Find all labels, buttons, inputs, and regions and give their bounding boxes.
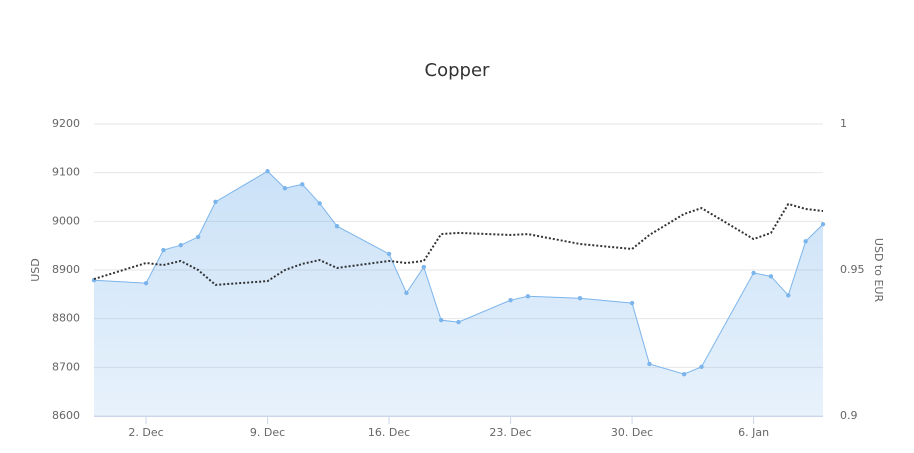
point-marker	[386, 251, 392, 257]
point-marker	[508, 297, 513, 303]
y-axis-label: USD	[29, 258, 42, 282]
y-tick-label: 9000	[52, 214, 80, 227]
point-marker	[300, 182, 305, 187]
point-marker	[143, 280, 149, 286]
x-tick-label: 2. Dec	[128, 426, 163, 439]
point-marker	[629, 300, 635, 306]
line	[93, 202, 824, 286]
area-line	[93, 170, 824, 375]
point-marker	[265, 169, 270, 174]
point-marker	[647, 361, 652, 367]
y-tick-label: 8900	[52, 263, 80, 276]
y-tick-label: 8800	[52, 312, 80, 325]
x-tick-label: 6. Jan	[738, 426, 769, 439]
y2-tick-label: 1	[840, 117, 847, 130]
x-tick-label: 9. Dec	[250, 426, 285, 439]
point-marker	[161, 247, 166, 253]
point-marker	[178, 242, 183, 248]
y-tick-label: 9100	[52, 166, 80, 179]
point-marker	[317, 201, 322, 206]
y2-tick-label: 0.95	[840, 263, 865, 276]
y-tick-label: 8700	[52, 360, 80, 373]
point-marker	[699, 364, 704, 370]
point-marker	[577, 296, 583, 301]
x-tick-label: 23. Dec	[489, 426, 531, 439]
point-marker	[421, 264, 426, 270]
point-marker	[438, 317, 444, 323]
chart-title: Copper	[425, 60, 491, 81]
point-marker	[282, 186, 288, 191]
x-tick-label: 30. Dec	[611, 426, 653, 439]
x-tick-label: 16. Dec	[368, 426, 410, 439]
point-marker	[213, 199, 218, 205]
y-tick-label: 9200	[52, 117, 80, 130]
point-marker	[404, 290, 409, 296]
point-marker	[195, 234, 201, 240]
y-tick-label: 8600	[52, 409, 80, 422]
point-marker	[751, 270, 756, 276]
point-marker	[803, 239, 808, 244]
point-marker	[456, 319, 461, 325]
y2-axis-label: USD to EUR	[872, 238, 885, 303]
y2-tick-label: 0.9	[840, 409, 858, 422]
point-marker	[786, 293, 791, 298]
point-marker	[525, 294, 531, 299]
point-marker	[334, 224, 340, 229]
point-marker	[768, 274, 774, 279]
point-marker	[820, 222, 826, 227]
point-marker	[681, 371, 687, 377]
area-fill	[94, 171, 823, 416]
